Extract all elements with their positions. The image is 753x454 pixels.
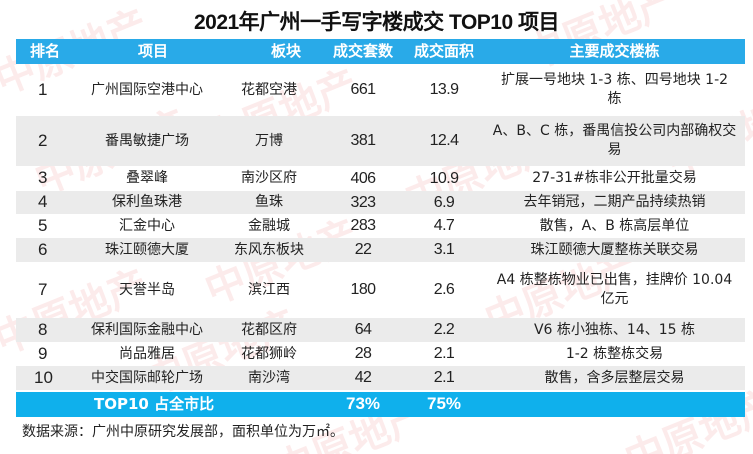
cell-units: 22 [354, 241, 372, 259]
cell-rank: 7 [38, 279, 48, 299]
cell-area: 花都空港 [241, 81, 297, 98]
cell-rank: 3 [38, 168, 48, 188]
cell-area: 花都狮岭 [241, 345, 297, 362]
cell-buildings: 散售，含多层整层交易 [544, 369, 685, 386]
cell-project: 中交国际邮轮广场 [91, 369, 203, 386]
cell-area: 花都区府 [241, 321, 297, 338]
cell-rank: 9 [38, 343, 48, 363]
cell-rank: 6 [38, 239, 48, 259]
page-title: 2021年广州一手写字楼成交 TOP10 项目 [193, 11, 560, 34]
cell-buildings: 珠江颐德大厦整栋关联交易 [530, 241, 699, 258]
cell-project: 汇金中心 [119, 217, 175, 234]
cell-units: 180 [350, 281, 377, 299]
cell-buildings: A、B、C 栋，番禺信投公司内部确权交易 [492, 123, 737, 158]
cell-size: 10.9 [429, 169, 459, 187]
cell-project: 广州国际空港中心 [91, 81, 203, 98]
cell-buildings: 1-2 栋整栋交易 [565, 345, 664, 362]
cell-size: 12.4 [429, 132, 459, 150]
table-row: 6 珠江颐德大厦 东风东板块 22 3.1 珠江颐德大厦整栋关联交易 [16, 238, 745, 262]
cell-buildings: 扩展一号地块 1-3 栋、四号地块 1-2 栋 [500, 72, 729, 107]
footer-units-share: 73% [345, 394, 381, 414]
footer-label: TOP10 占全市比 [94, 395, 215, 414]
ranking-table: 排名 项目 板块 成交套数 成交面积 主要成交楼栋 1 广州国际空港中心 花都空… [16, 39, 745, 417]
cell-project: 尚品雅居 [119, 345, 175, 362]
cell-units: 661 [350, 81, 377, 99]
cell-area: 鱼珠 [255, 194, 283, 211]
table-row: 1 广州国际空港中心 花都空港 661 13.9 扩展一号地块 1-3 栋、四号… [16, 64, 745, 116]
table-row: 10 中交国际邮轮广场 南沙湾 42 2.1 散售，含多层整层交易 [16, 366, 745, 390]
cell-buildings: V6 栋小独栋、14、15 栋 [533, 321, 695, 338]
header-buildings: 主要成交楼栋 [569, 42, 660, 61]
cell-size: 2.1 [433, 345, 455, 363]
cell-rank: 10 [34, 367, 53, 387]
cell-project: 叠翠峰 [126, 170, 168, 187]
header-size: 成交面积 [413, 42, 474, 61]
cell-project: 保利国际金融中心 [91, 321, 203, 338]
cell-size: 3.1 [433, 241, 455, 259]
cell-area: 南沙区府 [241, 170, 297, 187]
cell-rank: 2 [38, 130, 48, 150]
header-area: 板块 [270, 42, 301, 61]
cell-units: 323 [350, 193, 377, 211]
table-row: 8 保利国际金融中心 花都区府 64 2.2 V6 栋小独栋、14、15 栋 [16, 318, 745, 342]
cell-area: 滨江西 [248, 281, 290, 298]
cell-units: 42 [354, 369, 372, 387]
cell-buildings: A4 栋整栋物业已出售，挂牌价 10.04 亿元 [496, 272, 733, 307]
cell-area: 金融城 [248, 217, 290, 234]
cell-buildings: 27-31#栋非公开批量交易 [532, 170, 697, 187]
table-footer: TOP10 占全市比 73% 75% [16, 392, 745, 417]
cell-area: 万博 [255, 132, 283, 149]
cell-rank: 8 [38, 319, 48, 339]
header-project: 项目 [138, 42, 169, 61]
cell-buildings: 去年销冠，二期产品持续热销 [523, 194, 706, 211]
cell-size: 4.7 [433, 217, 455, 235]
cell-size: 13.9 [429, 81, 459, 99]
table-row: 5 汇金中心 金融城 283 4.7 散售，A、B 栋高层单位 [16, 214, 745, 238]
table-header: 排名 项目 板块 成交套数 成交面积 主要成交楼栋 [16, 39, 745, 64]
cell-size: 2.2 [433, 321, 455, 339]
table-row: 3 叠翠峰 南沙区府 406 10.9 27-31#栋非公开批量交易 [16, 166, 745, 191]
cell-size: 2.6 [433, 281, 455, 299]
cell-units: 28 [354, 345, 372, 363]
cell-units: 64 [354, 321, 372, 339]
cell-size: 6.9 [433, 193, 455, 211]
source-note: 数据来源：广州中原研究发展部，面积单位为万㎡。 [22, 424, 344, 440]
table-row: 2 番禺敏捷广场 万博 381 12.4 A、B、C 栋，番禺信投公司内部确权交… [16, 116, 745, 166]
cell-units: 283 [350, 217, 377, 235]
cell-rank: 5 [38, 215, 48, 235]
cell-project: 保利鱼珠港 [112, 194, 182, 211]
cell-project: 珠江颐德大厦 [105, 241, 189, 258]
header-rank: 排名 [30, 42, 61, 61]
table-row: 4 保利鱼珠港 鱼珠 323 6.9 去年销冠，二期产品持续热销 [16, 191, 745, 214]
table-row: 7 天誉半岛 滨江西 180 2.6 A4 栋整栋物业已出售，挂牌价 10.04… [16, 262, 745, 318]
cell-project: 天誉半岛 [119, 281, 175, 298]
cell-area: 南沙湾 [248, 369, 290, 386]
cell-units: 381 [350, 132, 377, 150]
cell-area: 东风东板块 [234, 241, 304, 258]
header-units: 成交套数 [332, 42, 393, 61]
table-row: 9 尚品雅居 花都狮岭 28 2.1 1-2 栋整栋交易 [16, 342, 745, 366]
cell-size: 2.1 [433, 369, 455, 387]
cell-buildings: 散售，A、B 栋高层单位 [539, 217, 690, 234]
cell-rank: 1 [38, 79, 48, 99]
cell-rank: 4 [38, 192, 48, 212]
footer-size-share: 75% [426, 394, 462, 414]
cell-project: 番禺敏捷广场 [105, 132, 189, 149]
cell-units: 406 [350, 169, 377, 187]
